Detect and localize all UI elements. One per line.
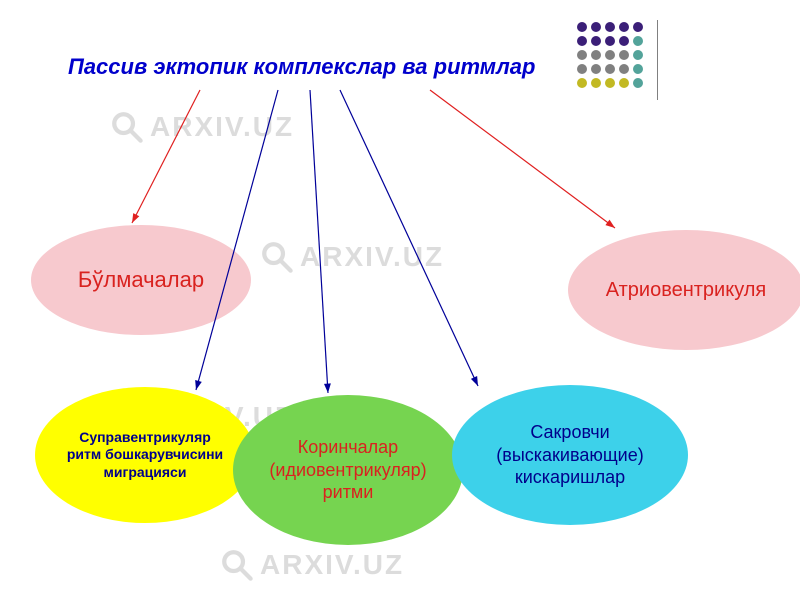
deco-dot — [619, 78, 629, 88]
deco-dot — [577, 50, 587, 60]
deco-dot — [577, 36, 587, 46]
deco-dot — [633, 78, 643, 88]
deco-vline — [657, 20, 658, 100]
arrow-head — [324, 383, 331, 393]
watermark-text: ARXIV.UZ — [260, 549, 404, 581]
watermark: ARXIV.UZ — [220, 548, 404, 582]
arrow-head — [471, 376, 478, 386]
deco-dot — [591, 64, 601, 74]
node-label: Коринчалар (идиовентрикуляр) ритми — [263, 436, 432, 504]
deco-dot — [591, 50, 601, 60]
node-sakrovchi: Сакровчи (выскакивающие) кискаришлар — [452, 385, 688, 525]
deco-dot — [577, 78, 587, 88]
deco-dot — [605, 78, 615, 88]
diagram-title: Пассив эктопик комплекслар ва ритмлар — [68, 54, 535, 80]
node-korinchalar: Коринчалар (идиовентрикуляр) ритми — [233, 395, 463, 545]
arrow-line — [340, 90, 478, 386]
node-atrio: Атриовентрикуля — [568, 230, 800, 350]
arrow-line — [132, 90, 200, 223]
node-supra: Суправентрикуляр ритм бошкарувчисини миг… — [35, 387, 255, 523]
node-label: Бўлмачалар — [72, 266, 210, 294]
node-label: Сакровчи (выскакивающие) кискаришлар — [490, 421, 649, 489]
corner-dot-grid — [575, 20, 645, 90]
diagram-stage: ARXIV.UZ ARXIV.UZ ARXIV.UZ ARXIV.UZБўлма… — [0, 0, 800, 600]
deco-dot — [605, 36, 615, 46]
deco-dot — [605, 50, 615, 60]
deco-dot — [633, 64, 643, 74]
deco-dot — [591, 22, 601, 32]
arrow-head — [195, 380, 202, 390]
deco-dot — [619, 36, 629, 46]
deco-dot — [633, 22, 643, 32]
deco-dot — [619, 50, 629, 60]
arrow-head — [132, 213, 139, 223]
deco-dot — [633, 50, 643, 60]
node-label: Суправентрикуляр ритм бошкарувчисини миг… — [61, 429, 229, 482]
arrow-line — [310, 90, 328, 393]
deco-dot — [619, 22, 629, 32]
deco-dot — [619, 64, 629, 74]
watermark-text: ARXIV.UZ — [150, 111, 294, 143]
deco-dot — [633, 36, 643, 46]
arrow-head — [605, 220, 615, 228]
node-label: Атриовентрикуля — [600, 278, 773, 303]
watermark-text: ARXIV.UZ — [300, 241, 444, 273]
deco-dot — [591, 78, 601, 88]
deco-dot — [591, 36, 601, 46]
watermark: ARXIV.UZ — [110, 110, 294, 144]
deco-dot — [577, 64, 587, 74]
arrow-line — [430, 90, 615, 228]
watermark: ARXIV.UZ — [260, 240, 444, 274]
node-bulmachilar: Бўлмачалар — [31, 225, 251, 335]
deco-dot — [605, 64, 615, 74]
deco-dot — [605, 22, 615, 32]
deco-dot — [577, 22, 587, 32]
